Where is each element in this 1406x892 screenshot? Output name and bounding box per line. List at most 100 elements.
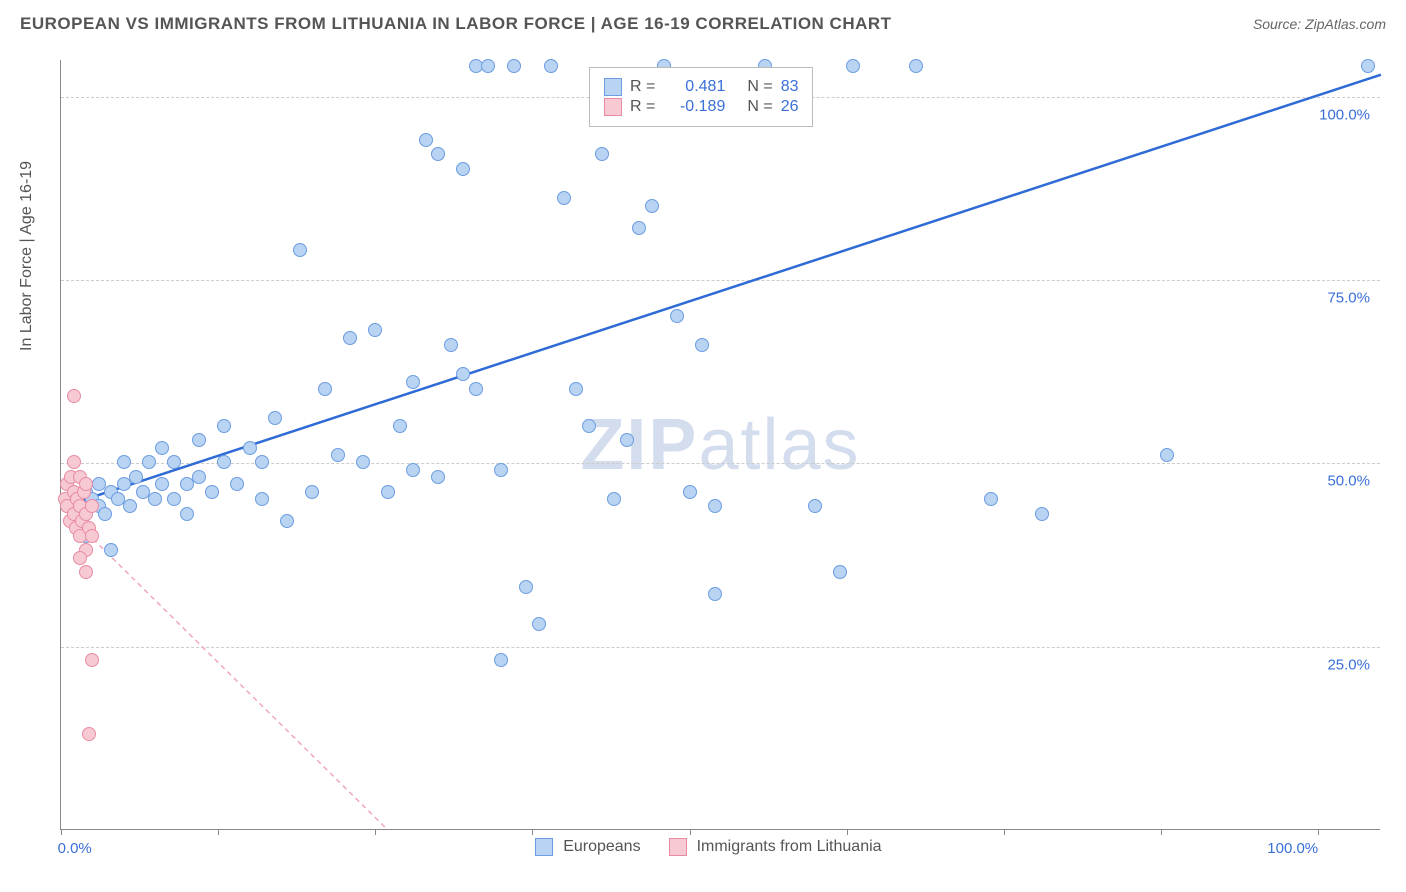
data-point xyxy=(180,507,194,521)
data-point xyxy=(632,221,646,235)
data-point xyxy=(73,551,87,565)
data-point xyxy=(255,455,269,469)
data-point xyxy=(607,492,621,506)
data-point xyxy=(255,492,269,506)
data-point xyxy=(155,441,169,455)
data-point xyxy=(431,147,445,161)
y-tick-label: 75.0% xyxy=(1327,290,1370,307)
scatter-plot-area: ZIPatlas 25.0%50.0%75.0%100.0%0.0%100.0%… xyxy=(60,60,1380,830)
x-tick xyxy=(1161,829,1162,835)
data-point xyxy=(104,543,118,557)
x-tick xyxy=(1318,829,1319,835)
x-tick xyxy=(1004,829,1005,835)
data-point xyxy=(148,492,162,506)
data-point xyxy=(469,382,483,396)
stats-legend-row: R =-0.189N =26 xyxy=(604,98,798,116)
data-point xyxy=(280,514,294,528)
data-point xyxy=(1361,59,1375,73)
data-point xyxy=(683,485,697,499)
legend-swatch xyxy=(535,838,553,856)
x-tick xyxy=(532,829,533,835)
trendlines xyxy=(61,60,1381,830)
y-axis-label: In Labor Force | Age 16-19 xyxy=(18,161,36,351)
x-tick xyxy=(690,829,691,835)
data-point xyxy=(117,477,131,491)
data-point xyxy=(192,433,206,447)
data-point xyxy=(356,455,370,469)
data-point xyxy=(595,147,609,161)
x-tick xyxy=(218,829,219,835)
legend-swatch xyxy=(669,838,687,856)
r-value: 0.481 xyxy=(663,78,725,96)
data-point xyxy=(645,199,659,213)
data-point xyxy=(1160,448,1174,462)
data-point xyxy=(808,499,822,513)
data-point xyxy=(155,477,169,491)
data-point xyxy=(331,448,345,462)
data-point xyxy=(343,331,357,345)
data-point xyxy=(456,367,470,381)
data-point xyxy=(456,162,470,176)
data-point xyxy=(230,477,244,491)
n-label: N = xyxy=(747,98,772,116)
data-point xyxy=(67,455,81,469)
data-point xyxy=(142,455,156,469)
data-point xyxy=(557,191,571,205)
data-point xyxy=(79,477,93,491)
data-point xyxy=(167,492,181,506)
chart-header: EUROPEAN VS IMMIGRANTS FROM LITHUANIA IN… xyxy=(0,0,1406,48)
data-point xyxy=(494,463,508,477)
data-point xyxy=(544,59,558,73)
data-point xyxy=(85,529,99,543)
data-point xyxy=(695,338,709,352)
data-point xyxy=(444,338,458,352)
source-attribution: Source: ZipAtlas.com xyxy=(1253,16,1386,32)
y-tick-label: 100.0% xyxy=(1319,106,1370,123)
legend-label: Immigrants from Lithuania xyxy=(697,838,882,856)
data-point xyxy=(85,653,99,667)
data-point xyxy=(318,382,332,396)
legend-swatch xyxy=(604,78,622,96)
data-point xyxy=(192,470,206,484)
data-point xyxy=(67,389,81,403)
data-point xyxy=(293,243,307,257)
data-point xyxy=(708,587,722,601)
data-point xyxy=(481,59,495,73)
n-value: 83 xyxy=(781,78,799,96)
x-tick xyxy=(375,829,376,835)
data-point xyxy=(833,565,847,579)
data-point xyxy=(532,617,546,631)
data-point xyxy=(217,419,231,433)
legend-swatch xyxy=(604,98,622,116)
data-point xyxy=(368,323,382,337)
data-point xyxy=(117,455,131,469)
data-point xyxy=(1035,507,1049,521)
x-tick-label: 0.0% xyxy=(58,840,92,857)
data-point xyxy=(569,382,583,396)
data-point xyxy=(846,59,860,73)
data-point xyxy=(909,59,923,73)
gridline xyxy=(61,647,1380,648)
data-point xyxy=(129,470,143,484)
data-point xyxy=(205,485,219,499)
data-point xyxy=(507,59,521,73)
x-tick xyxy=(847,829,848,835)
data-point xyxy=(98,507,112,521)
data-point xyxy=(79,565,93,579)
data-point xyxy=(431,470,445,484)
data-point xyxy=(167,455,181,469)
data-point xyxy=(582,419,596,433)
data-point xyxy=(393,419,407,433)
data-point xyxy=(670,309,684,323)
legend-label: Europeans xyxy=(563,838,640,856)
stats-legend-row: R = 0.481N =83 xyxy=(604,78,798,96)
stats-legend: R = 0.481N =83 R =-0.189N =26 xyxy=(589,67,813,127)
data-point xyxy=(519,580,533,594)
watermark-bold: ZIP xyxy=(580,405,698,485)
data-point xyxy=(243,441,257,455)
data-point xyxy=(419,133,433,147)
data-point xyxy=(82,727,96,741)
x-tick-label: 100.0% xyxy=(1267,840,1318,857)
y-tick-label: 50.0% xyxy=(1327,473,1370,490)
series-legend: Europeans Immigrants from Lithuania xyxy=(535,838,899,856)
